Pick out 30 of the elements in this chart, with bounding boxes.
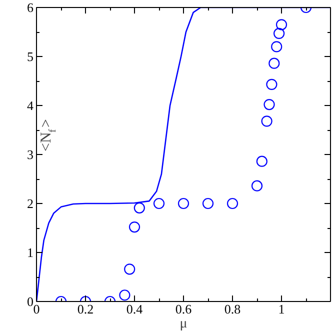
y-tick-label: 4 bbox=[27, 98, 34, 113]
point bbox=[153, 198, 165, 210]
x-axis-title: μ bbox=[180, 316, 188, 332]
point bbox=[128, 221, 140, 233]
point bbox=[268, 58, 280, 69]
point bbox=[264, 98, 275, 110]
point bbox=[178, 198, 190, 210]
point bbox=[251, 180, 263, 192]
point bbox=[124, 264, 136, 275]
x-tick-label: 0.4 bbox=[126, 302, 144, 316]
point bbox=[274, 28, 285, 40]
y-tick-label: 3 bbox=[27, 147, 34, 162]
point bbox=[256, 156, 268, 167]
x-tick-label: 0.8 bbox=[224, 302, 241, 316]
y-tick-label: 6 bbox=[27, 0, 34, 15]
x-tick-label: 0.2 bbox=[77, 302, 94, 316]
x-tick-label: 0.6 bbox=[175, 302, 192, 316]
point bbox=[226, 198, 238, 210]
point bbox=[202, 198, 214, 210]
y-axis-title: <Nf> bbox=[38, 119, 58, 152]
point bbox=[266, 78, 278, 90]
y-tick-label: 5 bbox=[27, 49, 34, 64]
point bbox=[261, 116, 272, 127]
point bbox=[276, 19, 288, 30]
point bbox=[119, 290, 130, 301]
x-tick-label: 1 bbox=[278, 302, 285, 316]
y-tick-label: 1 bbox=[27, 245, 34, 260]
point bbox=[134, 202, 145, 214]
point bbox=[271, 41, 282, 52]
y-tick-label: 2 bbox=[27, 196, 34, 211]
